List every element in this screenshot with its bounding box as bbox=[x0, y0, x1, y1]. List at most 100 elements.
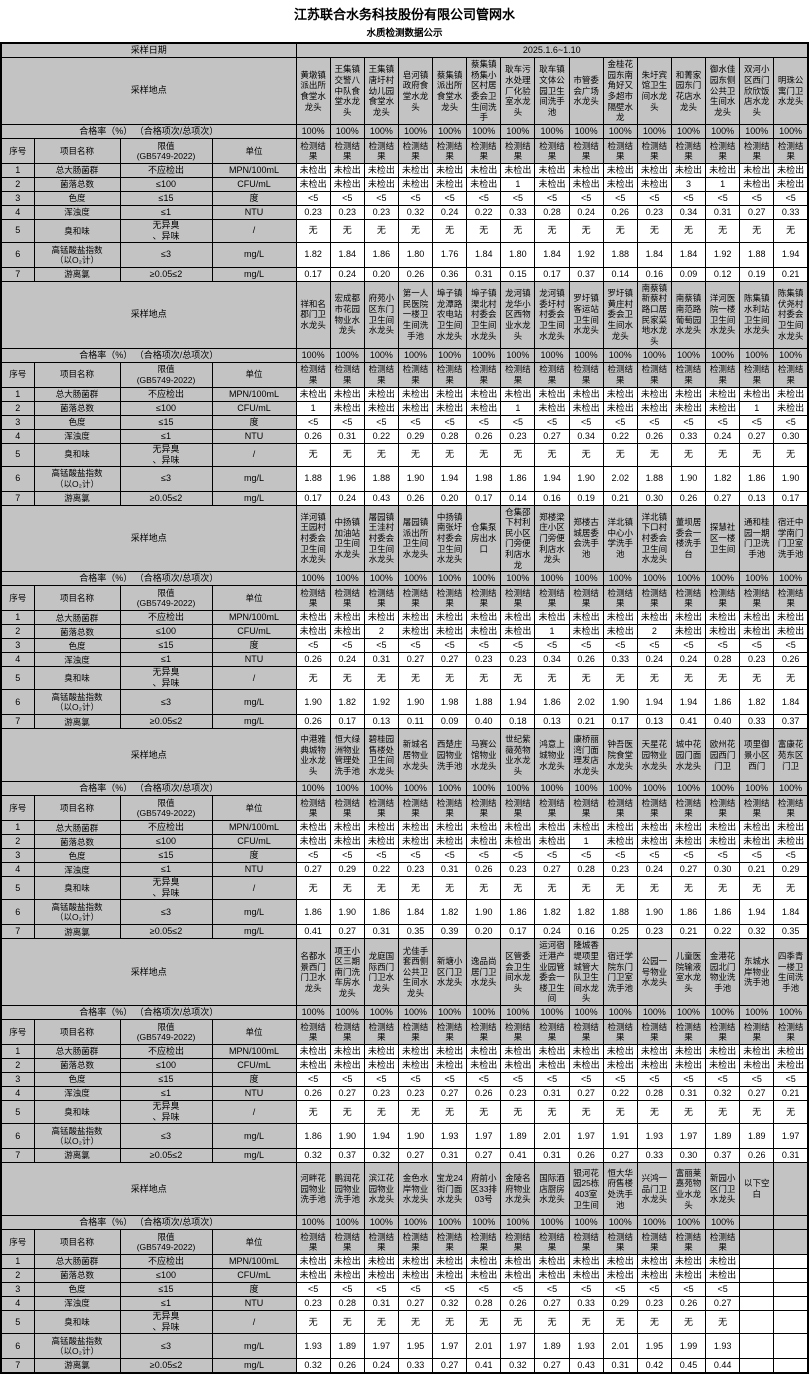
result-cell: 未检出 bbox=[329, 1268, 365, 1283]
param-name-cell: 游离氯 bbox=[33, 490, 121, 506]
result-cell: 无 bbox=[705, 1310, 741, 1334]
result-cell: 未检出 bbox=[432, 1254, 468, 1269]
result-header: 检测结果 bbox=[432, 585, 468, 612]
location-cell: 府前小区33排03号 bbox=[466, 1162, 502, 1216]
result-cell: 0.28 bbox=[705, 652, 741, 668]
rate-cell: 100% bbox=[773, 123, 809, 139]
result-cell: 1.93 bbox=[705, 1333, 741, 1359]
result-cell: <5 bbox=[363, 1072, 399, 1087]
param-limit-cell: 不应检出 bbox=[119, 610, 213, 626]
location-cell: 罗圩镇黄庄村委会卫生间水龙头 bbox=[602, 280, 638, 349]
rate-cell: 100% bbox=[295, 347, 331, 363]
result-cell: 1 bbox=[534, 624, 570, 640]
rate-cell: 100% bbox=[363, 347, 399, 363]
location-cell: 碧桂园售楼处卫生间水龙头 bbox=[363, 728, 399, 783]
result-cell: 未检出 bbox=[568, 176, 604, 192]
param-unit-cell: / bbox=[211, 1100, 297, 1124]
result-cell: 无 bbox=[363, 666, 399, 691]
result-cell: 0.17 bbox=[602, 714, 638, 730]
result-cell: 2 bbox=[363, 624, 399, 640]
param-unit-cell: 度 bbox=[211, 848, 297, 864]
result-header: 检测结果 bbox=[432, 1229, 468, 1255]
result-cell: 未检出 bbox=[397, 1254, 434, 1269]
result-cell: <5 bbox=[670, 848, 707, 864]
result-header: 检测结果 bbox=[363, 361, 399, 388]
result-cell: 无 bbox=[295, 666, 331, 691]
result-cell: <5 bbox=[602, 638, 638, 654]
result-header: 检测结果 bbox=[739, 137, 775, 164]
result-cell: 无 bbox=[397, 1100, 434, 1124]
result-cell: 未检出 bbox=[295, 1268, 331, 1283]
param-name-cell: 总大肠菌群 bbox=[33, 1254, 121, 1269]
result-cell: <5 bbox=[636, 1072, 672, 1087]
param-name-cell: 总大肠菌群 bbox=[33, 820, 121, 836]
rate-cell: 100% bbox=[602, 347, 638, 363]
result-header: 检测结果 bbox=[602, 1229, 638, 1255]
rate-cell: 100% bbox=[466, 1005, 502, 1020]
result-cell: <5 bbox=[363, 414, 399, 430]
result-cell: 未检出 bbox=[534, 1058, 570, 1073]
result-cell: 无 bbox=[739, 666, 775, 691]
result-header: 检测结果 bbox=[636, 1229, 672, 1255]
result-cell: 无 bbox=[397, 218, 434, 243]
result-cell: 未检出 bbox=[739, 162, 775, 178]
rate-cell: 100% bbox=[670, 781, 707, 797]
location-cell: 金桂花园东南角好又多超市隔壁水龙 bbox=[602, 57, 638, 125]
rate-cell: 100% bbox=[397, 1005, 434, 1020]
result-cell: 未检出 bbox=[466, 1268, 502, 1283]
param-seq-cell: 5 bbox=[0, 1100, 35, 1124]
param-limit-cell: 无异臭 、异味 bbox=[119, 218, 213, 243]
result-cell: 未检出 bbox=[329, 386, 365, 402]
result-header: 检测结果 bbox=[432, 137, 468, 164]
param-unit-cell: MPN/100mL bbox=[211, 386, 297, 402]
result-cell: 0.13 bbox=[739, 490, 775, 506]
result-cell: 未检出 bbox=[363, 1254, 399, 1269]
result-header: 检测结果 bbox=[295, 1229, 331, 1255]
result-cell: 未检出 bbox=[363, 176, 399, 192]
result-cell: <5 bbox=[500, 1282, 536, 1297]
rate-cell: 100% bbox=[397, 347, 434, 363]
result-cell bbox=[739, 1296, 775, 1311]
param-row: 2 菌落总数 ≤100 CFU/mL 未检出 未检出 2 未检出 未检出 未检出 未检出 1 未检出 未检… bbox=[0, 624, 809, 640]
result-cell: 未检出 bbox=[363, 386, 399, 402]
param-limit-cell: 不应检出 bbox=[119, 386, 213, 402]
unit-header: 单位 bbox=[211, 1019, 297, 1045]
result-header: 检测结果 bbox=[670, 361, 707, 388]
result-cell: 1.84 bbox=[466, 241, 502, 268]
param-limit-cell: ≤15 bbox=[119, 848, 213, 864]
column-header-row: 序号 项目名称 限值 (GB5749-2022) 单位 检测结果 检测结果 检测结果 检测结果… bbox=[0, 137, 809, 164]
location-cell: 屠园镇派出所卫生间水龙头 bbox=[397, 504, 434, 573]
result-cell: 未检出 bbox=[363, 162, 399, 178]
param-row: 3 色度 ≤15 度 <5 <5 <5 <5 <5 <5 <5 <5 <5 <5 <5 <5 <5 <5 <5 bbox=[0, 414, 809, 430]
result-cell: 0.23 bbox=[636, 204, 672, 220]
param-unit-cell: mg/L bbox=[211, 241, 297, 268]
result-cell: 未检出 bbox=[500, 386, 536, 402]
result-cell: 未检出 bbox=[602, 1044, 638, 1059]
param-unit-cell: NTU bbox=[211, 1296, 297, 1311]
param-limit-cell: ≤100 bbox=[119, 1268, 213, 1283]
result-header: 检测结果 bbox=[500, 1229, 536, 1255]
result-cell: <5 bbox=[739, 414, 775, 430]
result-cell: <5 bbox=[500, 638, 536, 654]
result-cell: 1.97 bbox=[363, 1333, 399, 1359]
limit-header: 限值 (GB5749-2022) bbox=[119, 795, 213, 822]
result-cell: 无 bbox=[397, 876, 434, 901]
rate-cell: 100% bbox=[397, 781, 434, 797]
result-cell: 无 bbox=[363, 442, 399, 467]
result-cell: 未检出 bbox=[773, 1044, 809, 1059]
param-row: 6 高锰酸盐指数 （以O₂计） ≤3 mg/L 1.93 1.89 1.97 1.95 1.97… bbox=[0, 1333, 809, 1359]
result-cell: 1.96 bbox=[329, 465, 365, 492]
result-cell: 0.30 bbox=[670, 1148, 707, 1163]
result-cell: 0.44 bbox=[705, 1358, 741, 1374]
param-name-cell: 臭和味 bbox=[33, 1310, 121, 1334]
result-cell: 未检出 bbox=[329, 162, 365, 178]
result-cell: <5 bbox=[295, 1072, 331, 1087]
result-cell: 1.88 bbox=[295, 465, 331, 492]
result-cell: 未检出 bbox=[500, 1058, 536, 1073]
result-cell: 无 bbox=[670, 442, 707, 467]
location-cell: 天星花园物业水龙头 bbox=[636, 728, 672, 783]
result-cell: 1 bbox=[500, 400, 536, 416]
result-cell: <5 bbox=[329, 638, 365, 654]
result-cell: 未检出 bbox=[295, 162, 331, 178]
param-row: 6 高锰酸盐指数 （以O₂计） ≤3 mg/L 1.86 1.90 1.94 1.90 1.93… bbox=[0, 1123, 809, 1149]
